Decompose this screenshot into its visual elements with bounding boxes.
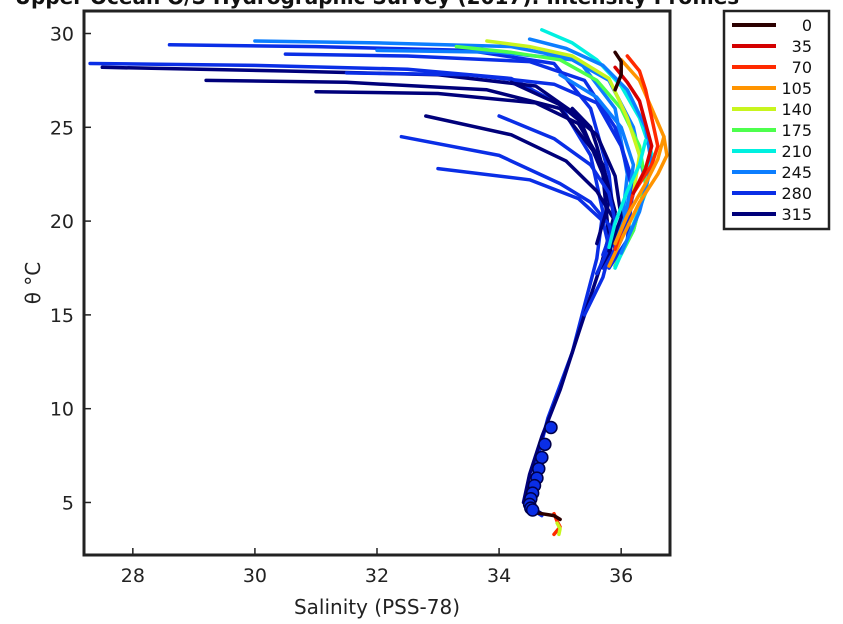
chart-title: Upper Ocean ϴ/S Hydrographic Survey (201…	[15, 0, 739, 9]
series-line-20	[570, 106, 611, 246]
y-axis-label: θ °C	[21, 262, 45, 305]
x-tick-label-2: 32	[365, 565, 389, 587]
legend-label-0: 0	[802, 16, 812, 35]
series-line-19	[613, 50, 623, 92]
legend-label-3: 105	[781, 79, 812, 98]
legend-label-5: 175	[781, 121, 812, 140]
x-tick-label-1: 30	[243, 565, 267, 587]
series-line-24	[613, 134, 666, 246]
legend-label-7: 245	[781, 163, 812, 182]
y-tick-label-1: 10	[50, 399, 74, 421]
y-tick-label-5: 30	[50, 24, 74, 46]
series-line-5	[283, 52, 636, 270]
series-line-11	[436, 166, 611, 276]
series-line-13	[485, 39, 642, 195]
data-marker-2	[535, 450, 549, 465]
data-marker-1	[538, 437, 552, 452]
legend-label-2: 70	[792, 58, 812, 77]
y-tick-label-0: 5	[62, 492, 74, 514]
legend-label-4: 140	[781, 100, 812, 119]
x-tick-label-3: 34	[487, 565, 511, 587]
series-line-22	[558, 73, 636, 246]
x-axis-label: Salinity (PSS-78)	[294, 595, 460, 619]
legend-label-6: 210	[781, 142, 812, 161]
x-tick-label-0: 28	[121, 565, 145, 587]
series-line-0	[88, 61, 605, 518]
data-marker-10	[525, 503, 540, 517]
series-line-23	[509, 80, 623, 253]
x-axis: 28 30 32 34 36	[121, 548, 633, 587]
y-tick-label-4: 25	[50, 117, 74, 139]
y-tick-label-2: 15	[50, 305, 74, 327]
data-marker-0	[544, 420, 558, 435]
y-axis: 5 10 15 20 25 30	[50, 24, 91, 514]
legend: 0 35 70 105 140 175 210 245 280 315	[722, 9, 831, 231]
series-line-15	[527, 37, 654, 255]
legend-label-9: 315	[781, 205, 812, 224]
legend-label-1: 35	[792, 37, 812, 56]
series-line-25	[607, 138, 648, 250]
series-line-27	[555, 521, 562, 537]
series-line-3	[204, 78, 617, 265]
legend-label-8: 280	[781, 184, 812, 203]
series-line-1	[100, 65, 611, 516]
x-tick-label-4: 36	[609, 565, 633, 587]
series-line-16	[607, 58, 669, 268]
series-line-6	[314, 89, 617, 261]
series-line-7	[344, 71, 636, 268]
plot-area	[88, 28, 669, 537]
legend-box	[722, 9, 831, 231]
series-line-18	[613, 65, 654, 195]
series-line-10	[424, 114, 617, 276]
y-tick-label-3: 20	[50, 211, 74, 233]
